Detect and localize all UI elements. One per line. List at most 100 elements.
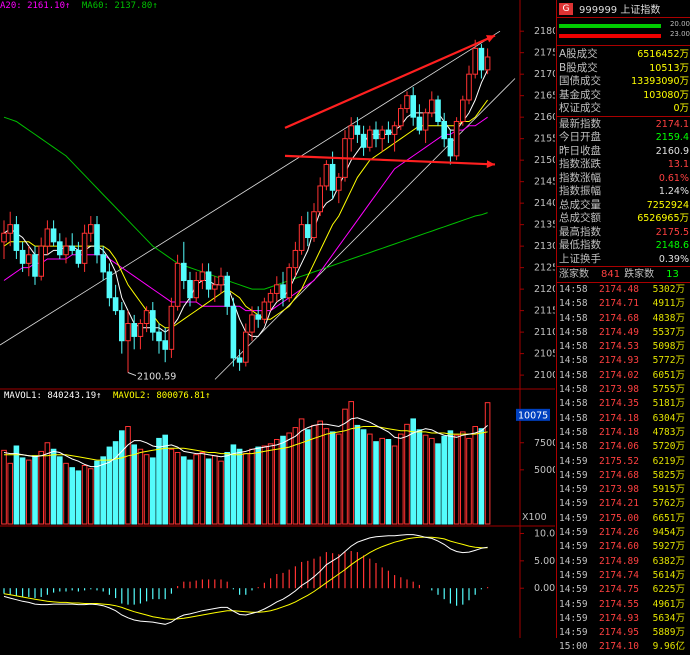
volume-bar [274, 439, 280, 525]
volume-bar [38, 450, 45, 525]
tick-vol: 5181万 [652, 398, 685, 410]
volume-bar [385, 439, 392, 525]
candle-body [187, 280, 193, 299]
tick-list[interactable]: 14:58 2174.48 5302万 14:58 2174.71 4911万 14:58 2… [557, 283, 690, 655]
candle-body [267, 292, 274, 303]
stats2-row: 总成交额 6526965万 [557, 212, 690, 226]
candle-body [385, 129, 392, 135]
tick-price: 2173.98 [598, 484, 639, 496]
strength-bar-1-value: 20.00 [669, 20, 690, 28]
candle-body [398, 108, 404, 127]
tick-row[interactable]: 15:00 2174.10 9.96亿 [557, 640, 690, 654]
tick-row[interactable]: 14:59 2174.74 5614万 [557, 569, 690, 583]
volume-bar [429, 437, 435, 525]
tick-vol: 5614万 [652, 569, 685, 581]
volume-bar [13, 445, 20, 525]
tick-row[interactable]: 14:59 2175.52 6219万 [557, 455, 690, 469]
kline-chart-area[interactable]: 2100 2105 2110 2115 2120 2125 2130 2135 2140 2145… [0, 0, 555, 638]
tick-time: 14:59 [559, 469, 588, 481]
tick-time: 14:58 [559, 384, 588, 396]
chart-canvas[interactable]: 2100 2105 2110 2115 2120 2125 2130 2135 2140 2145… [0, 0, 555, 638]
tick-price: 2174.93 [598, 612, 639, 624]
tick-row[interactable]: 14:59 2174.93 5634万 [557, 612, 690, 626]
candle-body [298, 224, 305, 251]
y-tick-label: 2140 [534, 198, 555, 209]
tick-time: 14:59 [559, 569, 588, 581]
volume-bar [305, 429, 311, 525]
tick-row[interactable]: 14:58 2174.53 5098万 [557, 340, 690, 354]
tick-row[interactable]: 14:59 2173.98 5915万 [557, 483, 690, 497]
tick-vol: 5098万 [652, 341, 685, 353]
stats1-label: 权证成交 [559, 102, 601, 114]
volume-bar [193, 454, 199, 525]
volume-bar [478, 428, 485, 525]
y-tick-label: 2175 [534, 48, 555, 59]
candle-body [137, 323, 144, 337]
vol-y-tick-label: 5000 [534, 465, 555, 476]
volume-bar [317, 420, 323, 525]
tick-row[interactable]: 14:59 2175.00 6651万 [557, 512, 690, 526]
tick-row[interactable]: 14:59 2174.55 4961万 [557, 598, 690, 612]
annotation-arrow-upper [284, 34, 496, 129]
stats2-label: 指数涨跌 [559, 158, 601, 170]
volume-bar [150, 457, 156, 525]
candle-body [274, 284, 280, 294]
tick-time: 14:58 [559, 341, 588, 353]
y-tick-label: 2165 [534, 91, 555, 102]
candle-body [243, 331, 249, 363]
volume-legend: MAVOL1: 840243.19↑ MAVOL2: 800076.81↑ [4, 391, 211, 401]
volume-bar [94, 460, 100, 525]
strength-bars: 20.00 23.00 [557, 18, 690, 46]
candle-body [367, 129, 373, 148]
stats2-row: 今日开盘 2159.4 [557, 131, 690, 145]
candle-body [255, 314, 261, 320]
tick-row[interactable]: 14:59 2174.26 9454万 [557, 526, 690, 540]
tick-row[interactable]: 14:59 2174.68 5825万 [557, 469, 690, 483]
volume-bar [311, 424, 317, 525]
volume-bar [26, 459, 32, 525]
candle-body [13, 224, 20, 251]
tick-row[interactable]: 14:58 2174.49 5537万 [557, 326, 690, 340]
tick-row[interactable]: 14:58 2174.71 4911万 [557, 297, 690, 311]
volume-bar [398, 433, 404, 525]
tick-row[interactable]: 14:58 2174.68 4838万 [557, 312, 690, 326]
y-tick-label: 2105 [534, 349, 555, 360]
tick-row[interactable]: 14:58 2174.35 5181万 [557, 397, 690, 411]
stats2-value: 0.39% [658, 253, 689, 265]
tick-row[interactable]: 14:59 2174.75 6225万 [557, 583, 690, 597]
tick-row[interactable]: 14:58 2174.48 5302万 [557, 283, 690, 297]
candle-body [410, 95, 416, 118]
tick-price: 2174.10 [598, 641, 639, 653]
tick-row[interactable]: 14:58 2174.18 6304万 [557, 412, 690, 426]
tick-row[interactable]: 14:59 2174.21 5762万 [557, 497, 690, 511]
candle-body [323, 163, 330, 187]
decline-value: 13 [666, 269, 679, 280]
tick-vol: 9454万 [652, 527, 685, 539]
volume-bar [212, 455, 218, 525]
volume-bar [57, 456, 63, 525]
tick-row[interactable]: 14:58 2173.98 5755万 [557, 383, 690, 397]
tick-row[interactable]: 14:58 2174.06 5720万 [557, 440, 690, 454]
volume-bar [367, 433, 373, 525]
tick-row[interactable]: 14:58 2174.18 4783万 [557, 426, 690, 440]
tick-row[interactable]: 14:59 2174.60 5927万 [557, 540, 690, 554]
tick-row[interactable]: 14:58 2174.02 6051万 [557, 369, 690, 383]
candle-body [119, 310, 125, 342]
stats2-value: 2174.1 [655, 118, 689, 130]
strength-bar-1 [559, 24, 661, 28]
g-badge[interactable]: G [559, 2, 573, 15]
stats1-value: 13393090万 [631, 76, 689, 87]
tick-time: 14:59 [559, 627, 588, 639]
vol-marker-label: 10075 [518, 410, 548, 421]
tick-row[interactable]: 14:58 2174.93 5772万 [557, 354, 690, 368]
candle-body [143, 310, 150, 325]
tick-time: 14:59 [559, 512, 588, 524]
tick-vol: 5927万 [652, 541, 685, 553]
tick-row[interactable]: 14:59 2174.89 6382万 [557, 555, 690, 569]
stats2-row: 最高指数 2175.5 [557, 226, 690, 240]
stats2-value: 6526965万 [637, 213, 689, 224]
volume-bar [336, 433, 342, 525]
mavol1-line [3, 417, 488, 468]
tick-time: 14:58 [559, 441, 588, 453]
tick-row[interactable]: 14:59 2174.95 5889万 [557, 626, 690, 640]
